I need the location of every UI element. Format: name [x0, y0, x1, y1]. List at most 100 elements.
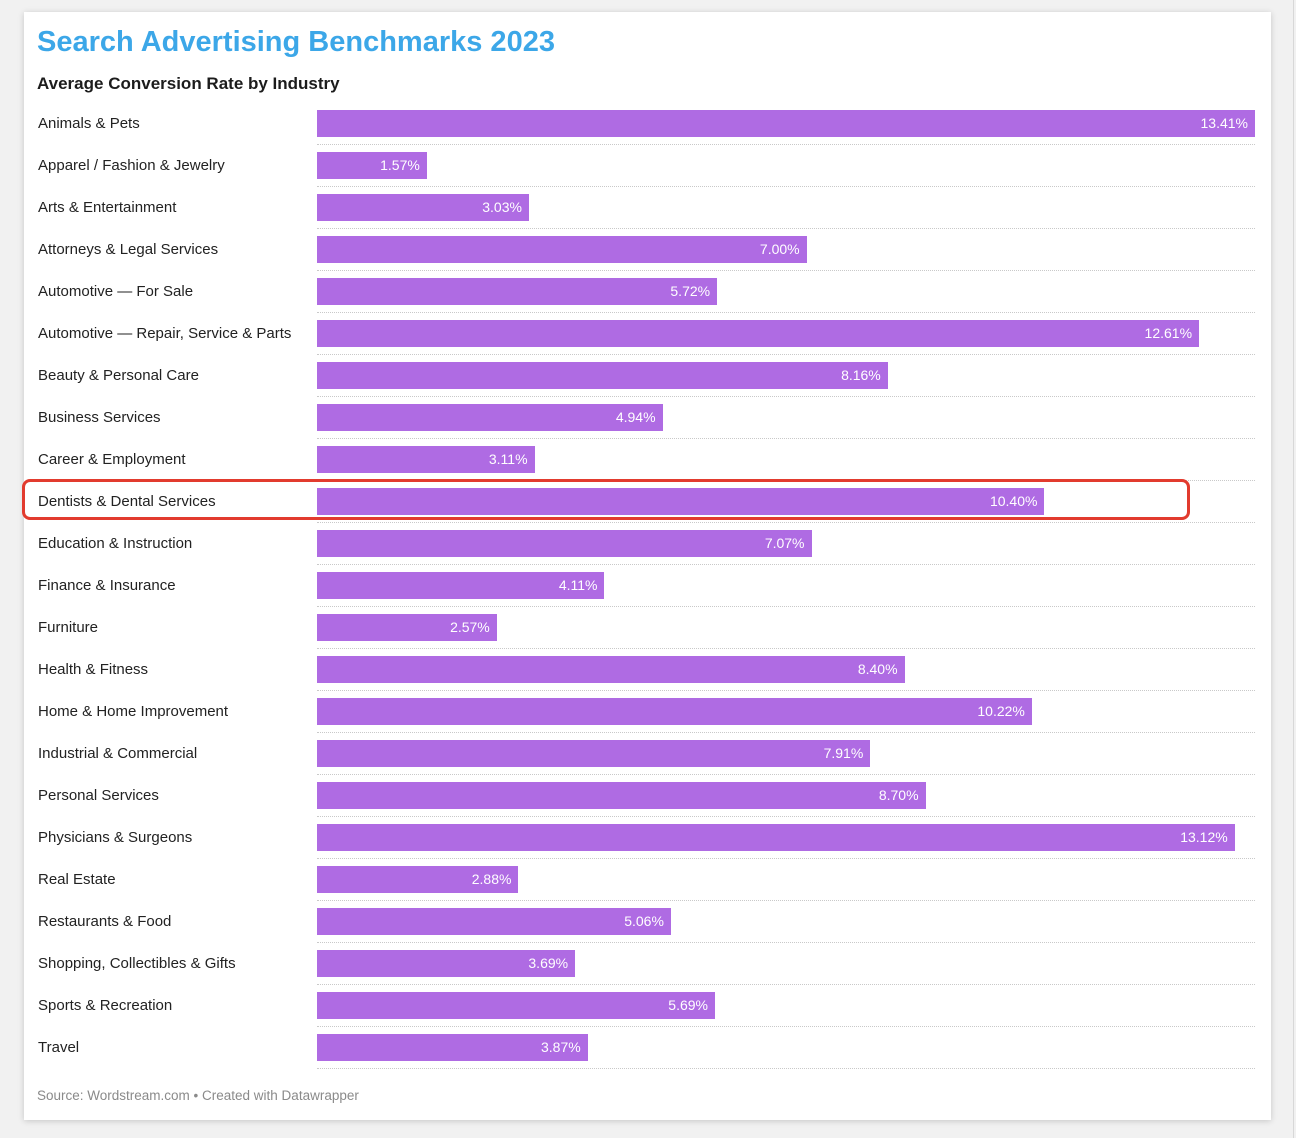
- bar-row: Finance & Insurance 4.11%: [24, 572, 1271, 614]
- category-label: Beauty & Personal Care: [38, 367, 199, 384]
- bar-row: Health & Fitness 8.40%: [24, 656, 1271, 698]
- row-separator: [317, 690, 1255, 691]
- row-separator: [317, 144, 1255, 145]
- value-label: 3.69%: [528, 955, 569, 971]
- row-separator: [317, 732, 1255, 733]
- value-label: 8.70%: [878, 787, 919, 803]
- row-separator: [317, 354, 1255, 355]
- category-label: Health & Fitness: [38, 661, 149, 678]
- bar-row: Travel 3.87%: [24, 1034, 1271, 1076]
- bar: 3.69%: [317, 950, 576, 977]
- category-label: Apparel / Fashion & Jewelry: [38, 157, 225, 174]
- bar: 7.00%: [317, 236, 807, 263]
- row-separator: [317, 606, 1255, 607]
- value-label: 1.57%: [380, 157, 420, 173]
- row-separator: [317, 186, 1255, 187]
- row-separator: [317, 522, 1255, 523]
- page-edge: [1293, 0, 1294, 1138]
- value-label: 5.69%: [668, 997, 708, 1013]
- value-label: 10.40%: [989, 493, 1038, 509]
- bar-row: Sports & Recreation 5.69%: [24, 992, 1271, 1034]
- row-separator: [317, 900, 1255, 901]
- chart-title: Search Advertising Benchmarks 2023: [37, 26, 555, 58]
- category-label: Automotive — For Sale: [38, 283, 194, 300]
- bar-row: Dentists & Dental Services 10.40%: [24, 488, 1271, 530]
- bar: 10.22%: [317, 698, 1032, 725]
- bar: 8.40%: [317, 656, 905, 683]
- row-separator: [317, 774, 1255, 775]
- row-separator: [317, 564, 1255, 565]
- category-label: Shopping, Collectibles & Gifts: [38, 955, 236, 972]
- bar: 10.40%: [317, 488, 1045, 515]
- value-label: 3.87%: [540, 1039, 581, 1055]
- bar-row: Animals & Pets 13.41%: [24, 110, 1271, 152]
- highlight-box: [22, 479, 1190, 520]
- category-label: Arts & Entertainment: [38, 199, 177, 216]
- row-separator: [317, 396, 1255, 397]
- bar: 2.57%: [317, 614, 497, 641]
- category-label: Real Estate: [38, 871, 116, 888]
- category-label: Business Services: [38, 409, 161, 426]
- bar: 13.12%: [317, 824, 1235, 851]
- category-label: Sports & Recreation: [38, 997, 173, 1014]
- bar: 8.70%: [317, 782, 926, 809]
- value-label: 4.94%: [615, 409, 656, 425]
- value-label: 8.16%: [841, 367, 881, 383]
- category-label: Personal Services: [38, 787, 159, 804]
- bar: 5.06%: [317, 908, 671, 935]
- bar: 3.03%: [317, 194, 529, 221]
- bar-row: Automotive — For Sale 5.72%: [24, 278, 1271, 320]
- bar-row: Shopping, Collectibles & Gifts 3.69%: [24, 950, 1271, 992]
- row-separator: [317, 438, 1255, 439]
- value-label: 4.11%: [558, 577, 598, 593]
- value-label: 2.88%: [471, 871, 512, 887]
- bar-row: Personal Services 8.70%: [24, 782, 1271, 824]
- row-separator: [317, 312, 1255, 313]
- bar: 3.11%: [317, 446, 535, 473]
- bar: 12.61%: [317, 320, 1200, 347]
- value-label: 7.07%: [764, 535, 805, 551]
- value-label: 8.40%: [857, 661, 898, 677]
- row-separator: [317, 228, 1255, 229]
- bar-row: Industrial & Commercial 7.91%: [24, 740, 1271, 782]
- category-label: Education & Instruction: [38, 535, 193, 552]
- category-label: Finance & Insurance: [38, 577, 176, 594]
- source-note: Source: Wordstream.com • Created with Da…: [37, 1088, 359, 1103]
- bar-row: Real Estate 2.88%: [24, 866, 1271, 908]
- value-label: 7.00%: [759, 241, 800, 257]
- bar: 3.87%: [317, 1034, 588, 1061]
- bar: 7.91%: [317, 740, 871, 767]
- bar-row: Business Services 4.94%: [24, 404, 1271, 446]
- row-separator: [317, 816, 1255, 817]
- bar: 5.69%: [317, 992, 715, 1019]
- category-label: Attorneys & Legal Services: [38, 241, 219, 258]
- value-label: 7.91%: [823, 745, 864, 761]
- category-label: Furniture: [38, 619, 99, 636]
- value-label: 3.11%: [488, 451, 528, 467]
- category-label: Travel: [38, 1039, 80, 1056]
- bar: 4.94%: [317, 404, 663, 431]
- category-label: Animals & Pets: [38, 115, 140, 132]
- category-label: Home & Home Improvement: [38, 703, 229, 720]
- category-label: Physicians & Surgeons: [38, 829, 193, 846]
- bar: 13.41%: [317, 110, 1255, 137]
- bar: 4.11%: [317, 572, 605, 599]
- value-label: 5.06%: [624, 913, 664, 929]
- value-label: 13.12%: [1180, 829, 1228, 845]
- bar: 5.72%: [317, 278, 718, 305]
- bar-row: Automotive — Repair, Service & Parts 12.6…: [24, 320, 1271, 362]
- bar: 1.57%: [317, 152, 427, 179]
- category-label: Industrial & Commercial: [38, 745, 198, 762]
- bar: 8.16%: [317, 362, 888, 389]
- value-label: 13.41%: [1200, 115, 1248, 131]
- row-separator: [317, 858, 1255, 859]
- category-label: Automotive — Repair, Service & Parts: [38, 325, 292, 342]
- bar-row: Beauty & Personal Care 8.16%: [24, 362, 1271, 404]
- bar-row: Apparel / Fashion & Jewelry 1.57%: [24, 152, 1271, 194]
- row-separator: [317, 942, 1255, 943]
- bar-row: Restaurants & Food 5.06%: [24, 908, 1271, 950]
- bar: 2.88%: [317, 866, 519, 893]
- row-separator: [317, 1026, 1255, 1027]
- bar-row: Education & Instruction 7.07%: [24, 530, 1271, 572]
- bar-row: Furniture 2.57%: [24, 614, 1271, 656]
